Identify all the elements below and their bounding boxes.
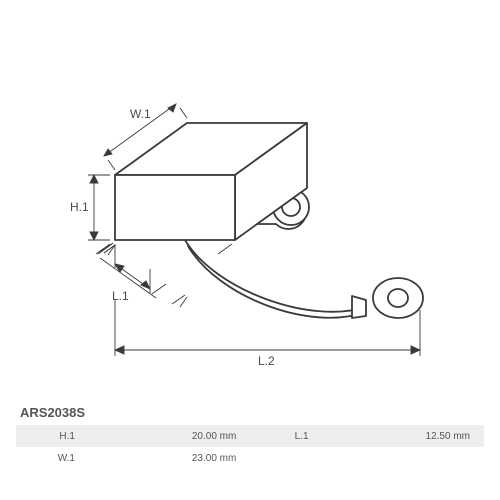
spec-value: 23.00 mm [89, 447, 250, 469]
spec-label: H.1 [16, 425, 89, 447]
dim-label-w1: W.1 [130, 107, 151, 121]
part-number: ARS2038S [20, 405, 85, 420]
dim-label-l2: L.2 [258, 354, 275, 368]
table-row: H.1 20.00 mm L.1 12.50 mm [16, 425, 484, 447]
technical-diagram: W.1 H.1 L.1 L.2 [0, 0, 500, 400]
spec-value: 20.00 mm [89, 425, 250, 447]
table-row: W.1 23.00 mm [16, 447, 484, 469]
dim-label-h1: H.1 [70, 200, 89, 214]
spec-label: L.1 [250, 425, 322, 447]
spec-value: 12.50 mm [323, 425, 484, 447]
spec-table: H.1 20.00 mm L.1 12.50 mm W.1 23.00 mm [16, 425, 484, 469]
dim-label-l1: L.1 [112, 289, 129, 303]
spec-label: W.1 [16, 447, 89, 469]
spec-value [323, 447, 484, 469]
spec-label [250, 447, 322, 469]
